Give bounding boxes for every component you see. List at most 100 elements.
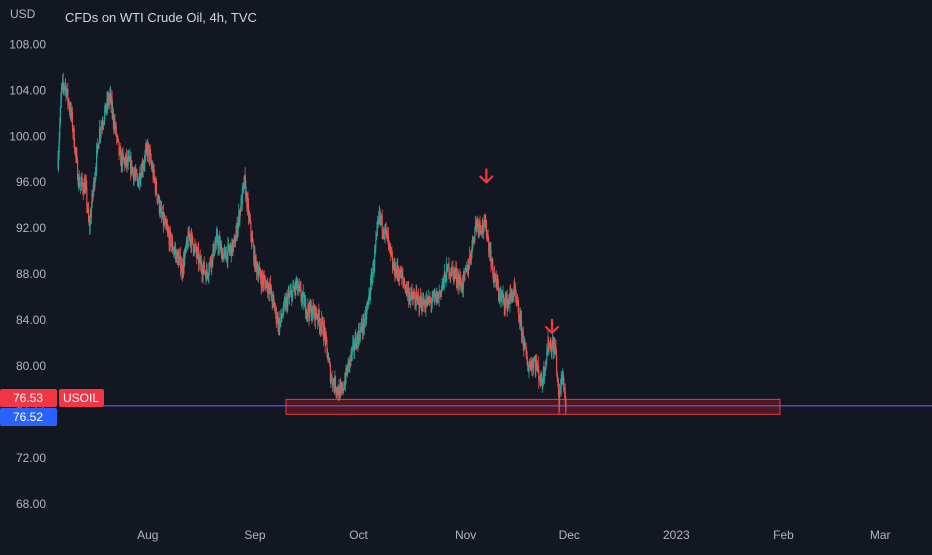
candle-body [542,383,544,385]
candle-body [474,223,477,229]
candle-body [472,236,474,246]
candle-body [427,296,429,299]
candle-body [91,193,93,207]
candle-body [425,302,427,309]
candle-body [451,267,453,275]
candle-body [319,325,321,327]
candle-body [142,164,144,171]
candle-body [378,218,380,222]
candle-body [298,284,300,288]
candle-body [164,221,166,225]
candle-body [417,297,419,299]
candle-body [312,305,314,310]
candle-body [204,272,206,274]
candle-body [310,306,312,319]
candle-body [434,294,436,296]
candle-body [227,244,230,246]
candle-body [445,281,447,283]
candle-body [100,126,102,131]
candle-body [252,242,254,246]
candle-body [246,192,248,209]
candle-body [143,163,145,165]
candle-body [110,93,112,105]
candle-body [419,295,421,308]
candle-body [415,292,417,307]
candle-body [488,248,490,251]
candle-body [245,181,247,199]
candle-body [233,240,235,244]
candle-body [61,84,63,88]
candle-body [328,359,330,361]
candle-body [154,181,156,192]
candle-body [136,177,139,182]
candle-body [411,290,413,293]
candle-body [548,339,550,349]
candle-body [397,273,399,275]
candle-body [78,178,80,185]
candle-body [265,281,268,283]
candle-body [190,238,192,247]
candle-body [478,227,480,232]
candle-body [363,324,365,329]
candle-body [304,298,306,301]
candle-body [542,367,544,384]
candle-body [395,268,397,277]
candle-body [96,150,98,170]
candle-body [84,184,86,194]
candle-body [253,245,255,262]
candle-body [58,152,60,168]
candle-body [118,141,120,154]
candle-body [389,245,391,248]
candle-body [554,346,557,350]
candle-body [539,381,542,384]
candle-body [121,154,123,167]
candle-body [335,377,337,391]
candle-body [256,269,258,273]
candle-body [302,292,304,297]
candle-body [67,100,69,102]
candle-body [124,159,126,166]
candle-body [449,275,451,277]
candle-body [366,310,368,320]
candle-body [142,167,144,171]
candle-body [222,254,224,260]
candle-body [202,267,204,276]
candle-body [262,279,264,284]
candle-body [309,302,311,310]
candle-body [321,318,323,321]
candle-body [58,139,60,153]
candle-body [480,226,482,232]
candle-body [128,157,130,161]
candle-body [260,275,262,280]
candle-body [453,270,455,280]
candle-body [261,275,263,287]
candle-body [316,314,318,318]
candle-body [505,299,507,300]
candle-body [557,376,559,381]
candle-body [485,219,487,236]
candle-body [196,250,198,257]
candle-body [69,107,71,110]
candle-body [178,258,180,266]
candle-body [369,294,371,298]
candle-body [413,295,415,297]
candle-body [461,281,463,291]
candle-body [257,273,259,278]
candle-body [516,302,519,304]
chart-title: CFDs on WTI Crude Oil, 4h, TVC [65,10,257,25]
candle-body [325,335,327,340]
candle-body [204,272,206,275]
candle-body [552,342,554,345]
candle-body [539,378,541,382]
candle-body [562,375,564,377]
candle-body [508,300,510,302]
candle-body [538,369,540,380]
candle-body [159,206,162,213]
candle-body [436,292,438,302]
candle-body [527,365,529,372]
candle-body [305,313,307,316]
candle-body [436,292,439,303]
candle-body [355,337,357,347]
candle-body [191,234,193,247]
candle-body [297,288,299,291]
